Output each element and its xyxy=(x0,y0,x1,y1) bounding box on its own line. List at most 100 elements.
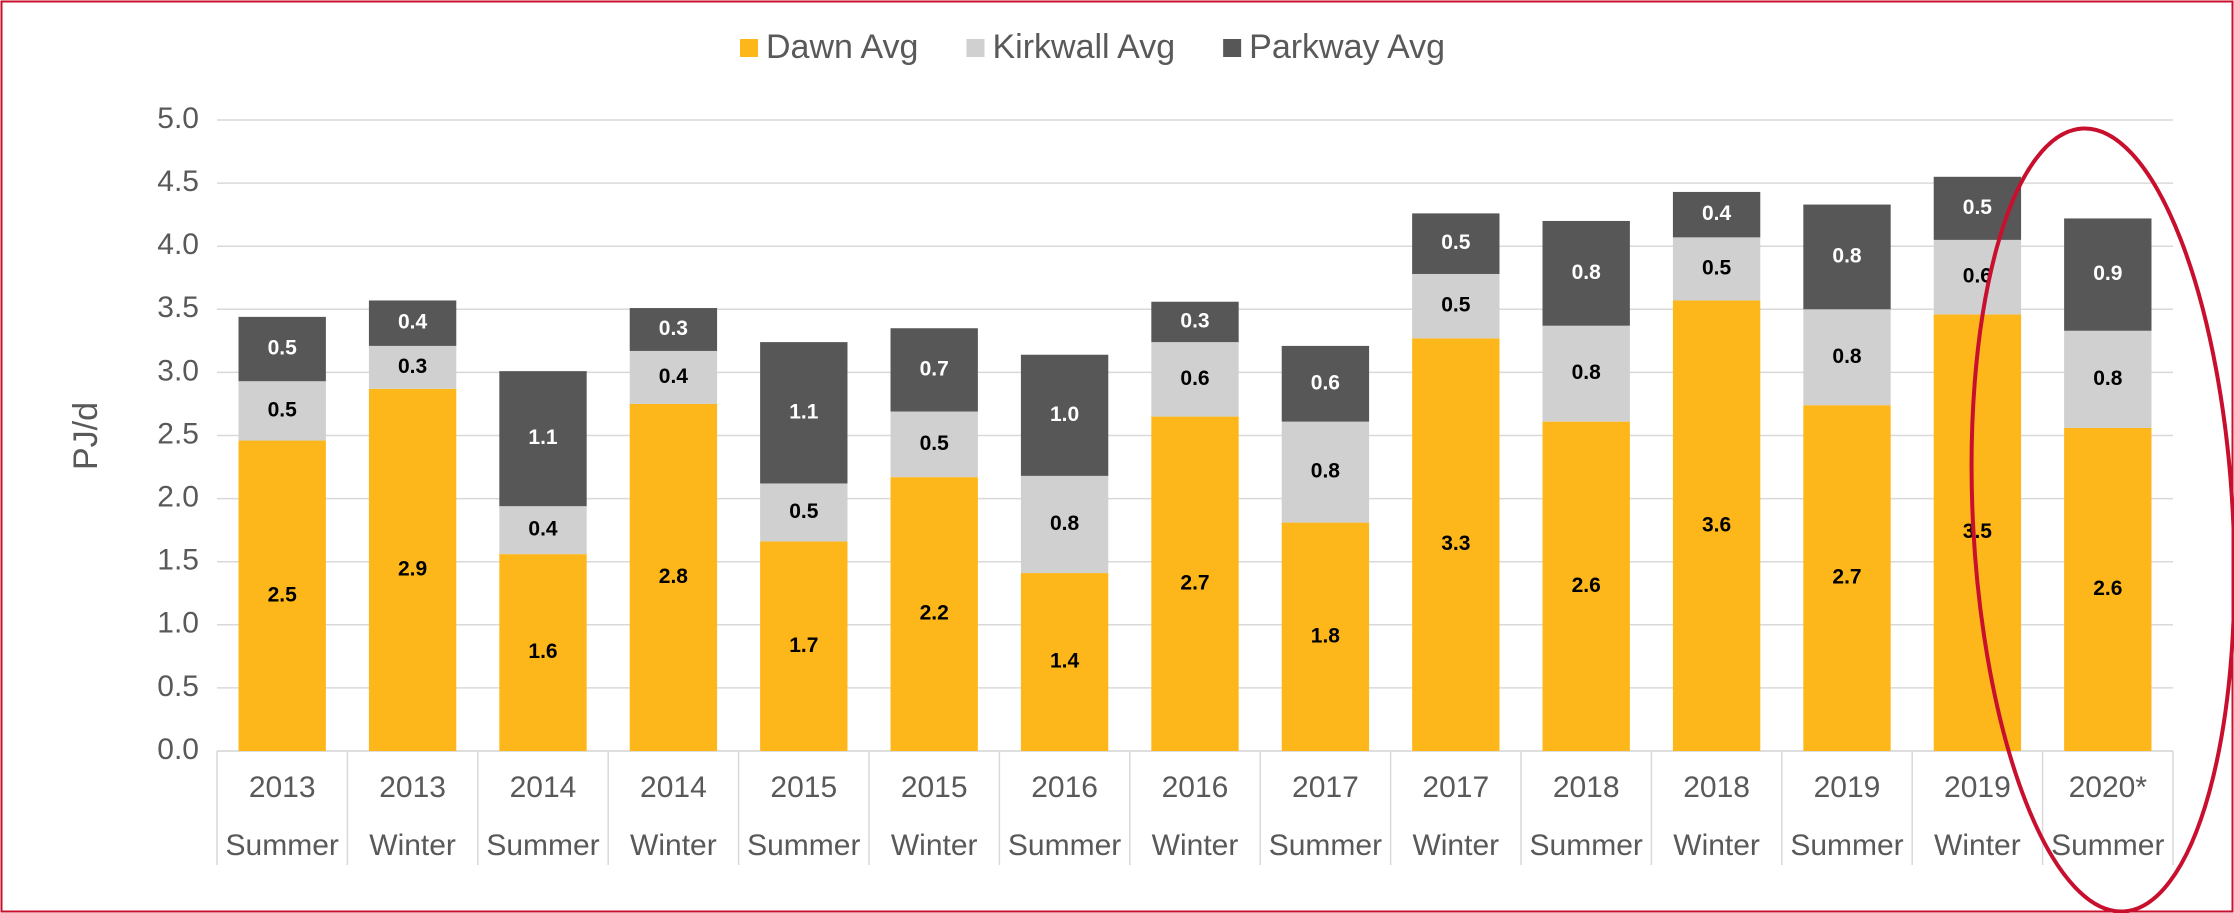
x-tick-label: Summer xyxy=(1269,829,1382,862)
y-tick-label: 1.5 xyxy=(157,544,199,577)
bar-segment xyxy=(1542,421,1630,751)
bar-segment xyxy=(2064,330,2152,428)
y-tick-label: 2.5 xyxy=(157,417,199,450)
bar-segment xyxy=(760,541,848,751)
bar-segment xyxy=(1672,191,1761,238)
x-tick-label: Summer xyxy=(1530,829,1643,862)
y-tick-label: 3.5 xyxy=(157,291,199,324)
data-label: 0.9 xyxy=(2093,262,2122,285)
data-label: 0.4 xyxy=(528,518,558,541)
x-tick-label: Winter xyxy=(1412,829,1499,862)
bar-segment xyxy=(1151,416,1239,751)
x-tick-label: 2014 xyxy=(640,771,707,804)
bar-segment xyxy=(629,403,718,751)
bar-segment xyxy=(1672,237,1761,301)
bar-segment xyxy=(760,342,848,484)
x-tick-label: Summer xyxy=(1790,829,1903,862)
bar-segment xyxy=(1020,354,1109,476)
bar-segment xyxy=(499,371,587,507)
x-tick-label: 2013 xyxy=(379,771,446,804)
bar-segment xyxy=(1151,342,1239,417)
x-tick-label: 2016 xyxy=(1031,771,1098,804)
data-label: 0.6 xyxy=(1963,265,1992,288)
bar-segment xyxy=(1281,421,1370,523)
highlight-ellipse xyxy=(1969,126,2234,913)
data-label: 2.5 xyxy=(268,583,298,606)
data-label: 0.5 xyxy=(1702,256,1732,279)
data-label: 2.6 xyxy=(2093,577,2122,600)
y-tick-label: 4.5 xyxy=(157,165,199,198)
bar-segment xyxy=(1281,345,1370,422)
bar-segment xyxy=(1542,325,1630,422)
bar-segment xyxy=(1672,300,1761,751)
bar-segment xyxy=(890,328,978,412)
data-label: 3.6 xyxy=(1702,513,1731,536)
data-label: 2.2 xyxy=(920,602,949,625)
data-label: 3.5 xyxy=(1963,520,1993,543)
x-tick-label: Summer xyxy=(2051,829,2164,862)
x-tick-label: 2016 xyxy=(1162,771,1229,804)
x-tick-label: 2018 xyxy=(1683,771,1750,804)
data-label: 2.7 xyxy=(1832,566,1861,589)
bar-segment xyxy=(629,308,718,351)
y-tick-label: 0.5 xyxy=(157,670,199,703)
bar-segment xyxy=(1020,573,1109,751)
data-label: 0.3 xyxy=(659,317,688,340)
y-tick-label: 1.0 xyxy=(157,607,199,640)
data-label: 0.4 xyxy=(1702,202,1732,225)
bar-segment xyxy=(1542,220,1630,326)
legend-swatch xyxy=(740,39,758,57)
bar-segment xyxy=(368,345,457,389)
y-tick-label: 3.0 xyxy=(157,354,199,387)
data-label: 0.8 xyxy=(1572,361,1602,384)
data-label: 2.9 xyxy=(398,557,427,580)
bar-segment xyxy=(1412,273,1500,339)
bar-segment xyxy=(760,483,848,542)
bar-segment xyxy=(2064,427,2152,751)
y-tick-label: 2.0 xyxy=(157,481,199,514)
x-tick-label: Winter xyxy=(1152,829,1239,862)
x-tick-label: Summer xyxy=(1008,829,1121,862)
data-label: 0.7 xyxy=(920,357,949,380)
bar-segment xyxy=(1412,338,1500,751)
data-label: 0.5 xyxy=(1963,196,1993,219)
bar-segment xyxy=(1803,309,1891,406)
y-axis-title: PJ/d xyxy=(67,402,105,470)
legend-label: Parkway Avg xyxy=(1249,28,1445,66)
data-label: 1.1 xyxy=(528,426,558,449)
data-label: 2.8 xyxy=(659,565,689,588)
data-label: 1.1 xyxy=(789,400,819,423)
bar-segment xyxy=(1281,522,1370,751)
bar-segment xyxy=(1020,475,1109,574)
data-label: 0.6 xyxy=(1311,371,1340,394)
data-label: 0.8 xyxy=(1832,244,1862,267)
bar-segment xyxy=(2064,218,2152,331)
x-tick-label: Winter xyxy=(630,829,717,862)
y-tick-label: 4.0 xyxy=(157,228,199,261)
data-label: 2.7 xyxy=(1180,571,1209,594)
x-tick-label: 2018 xyxy=(1553,771,1620,804)
x-tick-label: Summer xyxy=(486,829,599,862)
x-tick-label: Summer xyxy=(226,829,339,862)
bar-segment xyxy=(890,411,978,478)
data-label: 0.4 xyxy=(659,365,689,388)
data-label: 0.5 xyxy=(1441,231,1471,254)
x-tick-label: Winter xyxy=(891,829,978,862)
data-label: 0.8 xyxy=(1050,512,1080,535)
bar-segment xyxy=(499,554,587,751)
data-label: 3.3 xyxy=(1441,532,1470,555)
legend-swatch xyxy=(1223,39,1242,57)
x-tick-label: 2015 xyxy=(901,771,968,804)
data-label: 1.4 xyxy=(1050,650,1080,673)
bar-segment xyxy=(1412,213,1500,274)
data-label: 0.5 xyxy=(1441,294,1471,317)
x-tick-label: 2019 xyxy=(1944,771,2011,804)
bar-segment xyxy=(238,316,326,382)
x-tick-label: 2014 xyxy=(510,771,577,804)
bar-segment xyxy=(499,506,587,555)
data-label: 0.5 xyxy=(268,398,298,421)
data-label: 2.6 xyxy=(1572,574,1601,597)
